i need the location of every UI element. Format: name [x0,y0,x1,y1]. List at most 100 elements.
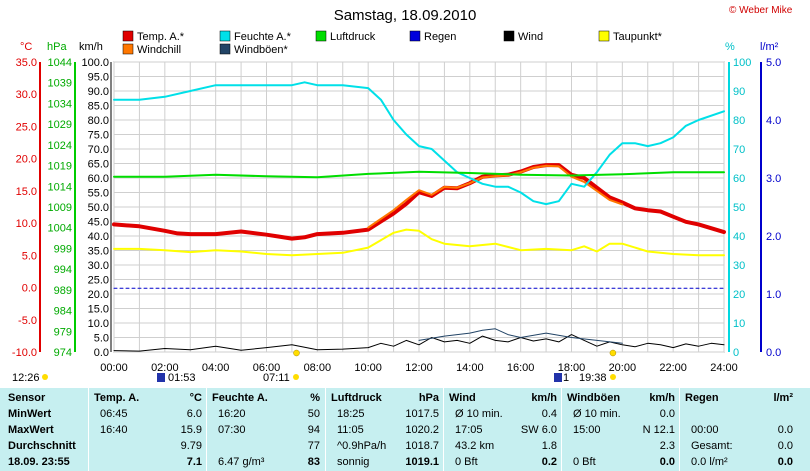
stats-divider [88,388,89,471]
legend-swatch [503,30,515,42]
sunrise-icon [293,374,299,380]
stats-temp-time: 16:40 [100,424,128,436]
stats-header-temp: Temp. A. [94,392,140,404]
wind-tick-label: 60.0 [88,173,109,185]
humidity-tick-label: 0 [733,347,739,359]
stats-rain-value: 0.0 [777,456,793,468]
stats-temp-value: 15.9 [180,424,202,436]
wind-tick-label: 25.0 [88,275,109,287]
stats-wind-value: 0.4 [541,408,557,420]
humidity-tick-label: 20 [733,289,745,301]
stats-gust-value: 0.0 [659,408,675,420]
pressure-tick-label: 974 [54,347,72,359]
sun-marker-icon [609,349,617,357]
wind-tick-label: 5.0 [94,333,109,345]
x-tick-label: 16:00 [507,362,535,374]
stats-header-wind: Wind [449,392,476,404]
x-tick-label: 10:00 [354,362,382,374]
stats-row-label: MinWert [8,408,52,420]
rain-unit-label: l/m² [760,41,779,53]
pressure-tick-label: 999 [54,243,72,255]
stats-header-rain: Regen [685,392,719,404]
x-tick-label: 14:00 [456,362,484,374]
stats-header-sensor: Sensor [8,392,46,404]
stats-rain-value: 0.0 [777,440,793,452]
wind-tick-label: 95.0 [88,72,109,84]
stats-press-time: ^0.9hPa/h [337,440,387,452]
legend-label: Windchill [137,44,181,56]
series-line-taupunkt [113,228,725,257]
humidity-tick-label: 50 [733,202,745,214]
stats-hum-time: 6.47 g/m³ [218,456,265,468]
sun-icon [42,374,48,380]
legend-swatch [122,43,134,55]
stats-header-gust: Windböen [567,392,621,404]
stats-divider [679,388,680,471]
wind-tick-label: 85.0 [88,101,109,113]
moon-phase-icon [554,373,562,382]
x-tick-label: 02:00 [151,362,179,374]
series-line-windchill [367,164,624,229]
legend-swatch [219,30,231,42]
stats-row-label: MaxWert [8,424,54,436]
stats-gust-value: 2.3 [659,440,675,452]
wind-tick-label: 75.0 [88,130,109,142]
stats-gust-value: 0.0 [659,456,675,468]
pressure-tick-label: 979 [54,326,72,338]
legend-label: Feuchte A.* [234,31,292,43]
stats-press-value: 1017.5 [405,408,439,420]
wind-tick-label: 0.0 [94,347,109,359]
stats-gust-time: Ø 10 min. [573,408,621,420]
temp-tick-label: 5.0 [22,250,37,262]
stats-temp-value: 9.79 [180,440,202,452]
moonrise-time: 01:53 [168,372,196,384]
temp-tick-label: -5.0 [18,315,37,327]
stats-divider [206,388,207,471]
stats-unit-wind: km/h [531,392,557,404]
x-tick-label: 22:00 [659,362,687,374]
chart-canvas: °C hPa km/h% l/m²35.030.025.020.015.010.05.… [12,30,781,384]
stats-hum-value: 77 [307,440,320,452]
stats-wind-time: 17:05 [455,424,483,436]
x-tick-label: 12:00 [405,362,433,374]
stats-hum-value: 94 [307,424,320,436]
pressure-tick-label: 1014 [48,181,72,193]
temp-tick-label: 25.0 [16,121,37,133]
wind-tick-label: 100.0 [81,57,109,69]
sunrise-time: 07:11 [263,372,290,384]
wind-tick-label: 20.0 [88,289,109,301]
humidity-tick-label: 10 [733,318,745,330]
stats-press-time: 18:25 [337,408,365,420]
stats-wind-time: 0 Bft [455,456,478,468]
stats-wind-value: 0.2 [541,456,557,468]
stats-press-value: 1019.1 [405,456,439,468]
wind-tick-label: 35.0 [88,246,109,258]
pressure-tick-label: 1044 [48,57,72,69]
stats-gust-time: 15:00 [573,424,601,436]
legend-swatch [598,30,610,42]
wind-tick-label: 15.0 [88,304,109,316]
legend-label: Luftdruck [330,31,376,43]
wind-tick-label: 50.0 [88,202,109,214]
stats-wind-value: 1.8 [541,440,557,452]
legend-swatch [122,30,134,42]
temp-tick-label: 35.0 [16,57,37,69]
wind-tick-label: 65.0 [88,159,109,171]
stats-divider [325,388,326,471]
stats-unit-press: hPa [418,392,439,404]
x-tick-label: 06:00 [253,362,281,374]
stats-rain-time: Gesamt: [691,440,733,452]
wind-tick-label: 30.0 [88,260,109,272]
stats-rain-time: 0.0 l/m² [691,456,728,468]
legend-swatch [409,30,421,42]
rain-tick-label: 5.0 [766,57,781,69]
x-tick-label: 18:00 [558,362,586,374]
legend-label: Windböen* [234,44,289,56]
pressure-tick-label: 1009 [48,202,72,214]
series-line-wind [113,334,725,352]
legend-label: Taupunkt* [613,31,663,43]
series-line-luftdruck [113,170,725,179]
temp-tick-label: 30.0 [16,89,37,101]
stats-table: Sensor Temp. A. °C Feuchte A.% Luftdruck hPa W… [0,388,810,471]
